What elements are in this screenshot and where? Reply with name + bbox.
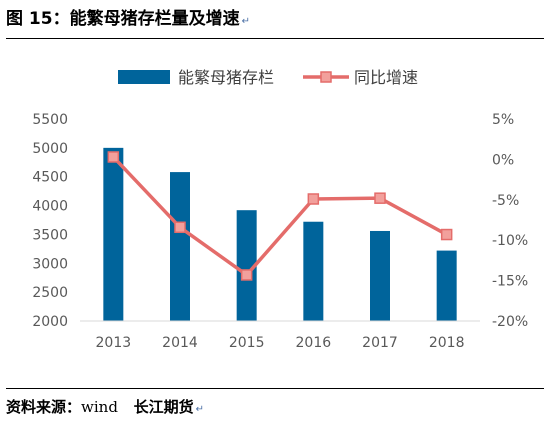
figure-title: 图 15：能繁母猪存栏量及增速 ↵ (6, 4, 250, 29)
x-tick-label: 2016 (296, 335, 332, 351)
left-axis-ticks: 2000 2500 3000 3500 4000 4500 5000 5500 (32, 112, 68, 330)
right-tick-label: 0% (492, 152, 514, 168)
legend-bar-label: 能繁母猪存栏 (178, 68, 274, 87)
left-tick-label: 5500 (32, 112, 68, 128)
left-tick-label: 3500 (32, 227, 68, 243)
source-org: 长江期货 (133, 398, 194, 416)
chart-legend: 能繁母猪存栏 同比增速 (118, 68, 418, 87)
legend-bar-swatch (118, 70, 170, 84)
combo-chart: 能繁母猪存栏 同比增速 2000 2500 3000 3500 4000 4500 5000 5… (32, 68, 528, 351)
right-axis-ticks: 5% 0% -5% -10% -15% -20% (492, 112, 528, 330)
legend-line-label: 同比增速 (354, 68, 418, 87)
bar-2017 (370, 230, 390, 321)
left-tick-label: 4500 (32, 170, 68, 186)
right-tick-label: 5% (492, 112, 514, 128)
bar-2015 (236, 210, 257, 321)
x-tick-label: 2015 (229, 335, 265, 351)
right-tick-label: -15% (492, 274, 528, 290)
x-axis-ticks: 2013 2014 2015 2016 2017 2018 (96, 335, 465, 351)
line-marker-2017 (374, 192, 386, 204)
paragraph-mark-icon: ↵ (241, 16, 250, 27)
line-marker-2018 (440, 228, 453, 241)
source-note: 资料来源：wind 长江期货 ↵ (6, 396, 204, 417)
figure-title-text: 图 15：能繁母猪存栏量及增速 (6, 9, 240, 29)
line-series (107, 151, 453, 281)
x-tick-label: 2018 (429, 335, 465, 351)
line-marker-2016 (307, 193, 320, 205)
left-tick-label: 2500 (32, 285, 68, 301)
line-marker-2014 (174, 221, 186, 234)
bottom-rule (6, 388, 544, 389)
x-tick-label: 2014 (162, 335, 198, 351)
bar-2018 (436, 250, 457, 321)
source-prefix: 资料来源： (6, 398, 82, 416)
source-word: wind (81, 398, 118, 416)
bar-2013 (103, 147, 124, 321)
bar-2014 (170, 172, 190, 321)
x-tick-label: 2017 (362, 335, 398, 351)
right-tick-label: -5% (492, 193, 519, 209)
paragraph-mark-icon: ↵ (195, 404, 204, 415)
right-tick-label: -10% (492, 233, 528, 249)
left-tick-label: 5000 (32, 141, 68, 157)
legend-line-marker (320, 71, 332, 83)
growth-line (112, 155, 448, 277)
right-tick-label: -20% (492, 314, 528, 330)
x-tick-label: 2013 (96, 335, 132, 351)
bar-series (103, 147, 457, 321)
line-marker-2015 (240, 269, 253, 281)
bar-2016 (303, 221, 324, 321)
top-rule (6, 38, 544, 39)
left-tick-label: 4000 (32, 199, 68, 215)
line-marker-2013 (107, 151, 120, 163)
left-tick-label: 3000 (32, 256, 68, 272)
left-tick-label: 2000 (32, 314, 68, 330)
